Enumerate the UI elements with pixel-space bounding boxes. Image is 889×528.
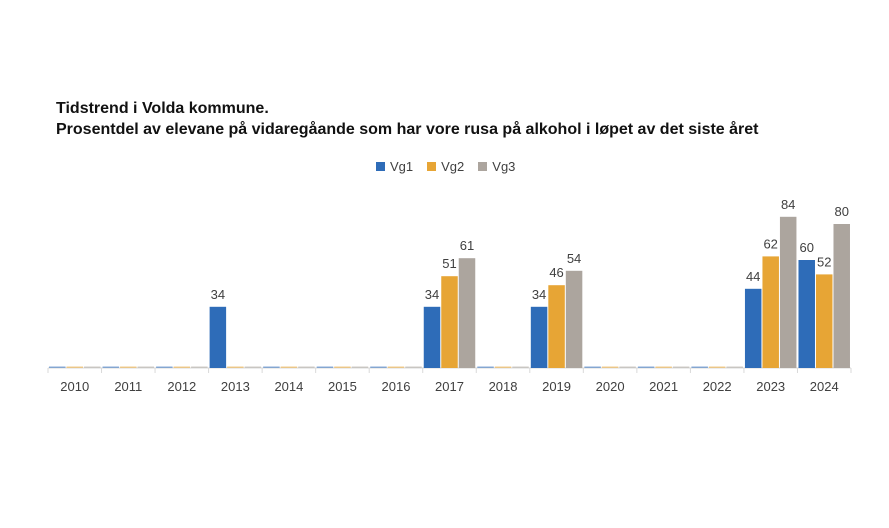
legend-item-vg2: Vg2 — [427, 159, 464, 174]
bar-empty — [619, 366, 636, 368]
bar-empty — [227, 366, 244, 368]
bar-empty — [672, 366, 690, 368]
data-label-vg1-2023: 44 — [746, 269, 760, 284]
data-label-vg2-2024: 52 — [817, 254, 831, 269]
chart-legend: Vg1 Vg2 Vg3 — [376, 159, 515, 174]
legend-swatch-vg2 — [427, 162, 437, 171]
bar-empty — [351, 366, 369, 368]
x-tick-label-2019: 2019 — [542, 379, 571, 394]
data-label-vg1-2024: 60 — [799, 240, 813, 255]
bar-vg3-2023 — [779, 216, 797, 368]
bar-empty — [316, 366, 334, 368]
data-label-vg3-2023: 84 — [781, 197, 795, 212]
bar-vg2-2023 — [762, 256, 779, 368]
chart-title-line: Tidstrend i Volda kommune. — [56, 100, 269, 117]
bar-vg3-2019 — [565, 270, 583, 368]
x-tick-label-2011: 2011 — [114, 379, 142, 394]
x-tick-label-2024: 2024 — [810, 379, 839, 394]
bar-empty — [334, 366, 351, 368]
bar-vg2-2017 — [441, 276, 458, 368]
bar-vg2-2024 — [815, 274, 833, 368]
bar-vg1-2013 — [209, 306, 227, 368]
bar-empty — [477, 366, 494, 368]
bar-empty — [655, 366, 672, 368]
legend-label-vg3: Vg3 — [492, 159, 516, 174]
bar-empty — [298, 366, 315, 368]
bar-empty — [49, 366, 66, 368]
bar-vg1-2023 — [744, 288, 762, 368]
bar-empty — [512, 366, 529, 368]
bar-empty — [120, 366, 137, 368]
chart-title: Tidstrend i Volda kommune. Prosentdel av… — [56, 98, 759, 140]
bar-vg1-2017 — [423, 306, 441, 368]
x-tick-label-2015: 2015 — [328, 379, 357, 394]
bar-empty — [66, 366, 84, 368]
data-label-vg3-2019: 54 — [567, 251, 581, 266]
bar-vg3-2024 — [833, 224, 850, 368]
bar-empty — [370, 366, 387, 368]
bar-empty — [244, 366, 262, 368]
bar-empty — [708, 366, 726, 368]
legend-label-vg1: Vg1 — [390, 159, 414, 174]
data-label-vg2-2017: 51 — [442, 256, 456, 271]
x-tick-label-2013: 2013 — [221, 379, 250, 394]
data-label-vg1-2013: 34 — [211, 287, 225, 302]
bar-empty — [726, 366, 743, 368]
bar-empty — [173, 366, 191, 368]
x-tick-label-2022: 2022 — [703, 379, 732, 394]
data-label-vg2-2019: 46 — [549, 265, 563, 280]
legend-label-vg2: Vg2 — [441, 159, 465, 174]
legend-item-vg3: Vg3 — [478, 159, 515, 174]
data-label-vg3-2024: 80 — [834, 204, 848, 219]
bar-vg1-2024 — [798, 260, 815, 368]
data-label-vg1-2019: 34 — [532, 287, 546, 302]
bar-empty — [601, 366, 619, 368]
chart-subtitle-line: Prosentdel av elevane på vidaregåande so… — [56, 121, 759, 138]
bar-empty — [263, 366, 280, 368]
bar-empty — [102, 366, 120, 368]
bar-empty — [280, 366, 298, 368]
legend-swatch-vg1 — [376, 162, 385, 171]
data-label-vg1-2017: 34 — [425, 287, 439, 302]
x-tick-label-2017: 2017 — [435, 379, 464, 394]
bar-vg1-2019 — [530, 306, 548, 368]
bar-empty — [137, 366, 155, 368]
data-label-vg2-2023: 62 — [763, 236, 777, 251]
legend-item-vg1: Vg1 — [376, 159, 413, 174]
bar-vg2-2019 — [548, 285, 565, 368]
bar-empty — [84, 366, 101, 368]
bar-empty — [494, 366, 512, 368]
bar-empty — [191, 366, 208, 368]
bar-empty — [405, 366, 422, 368]
x-tick-label-2012: 2012 — [167, 379, 196, 394]
bar-empty — [637, 366, 655, 368]
bar-empty — [156, 366, 173, 368]
bar-vg3-2017 — [458, 258, 476, 368]
data-label-vg3-2017: 61 — [460, 238, 474, 253]
bar-empty — [584, 366, 601, 368]
x-tick-label-2014: 2014 — [274, 379, 303, 394]
x-tick-label-2023: 2023 — [756, 379, 785, 394]
x-tick-label-2021: 2021 — [649, 379, 678, 394]
bar-empty — [691, 366, 708, 368]
x-tick-label-2018: 2018 — [489, 379, 518, 394]
legend-swatch-vg3 — [478, 162, 488, 171]
bar-empty — [387, 366, 405, 368]
x-tick-label-2010: 2010 — [60, 379, 89, 394]
x-tick-label-2020: 2020 — [596, 379, 625, 394]
x-tick-label-2016: 2016 — [382, 379, 411, 394]
